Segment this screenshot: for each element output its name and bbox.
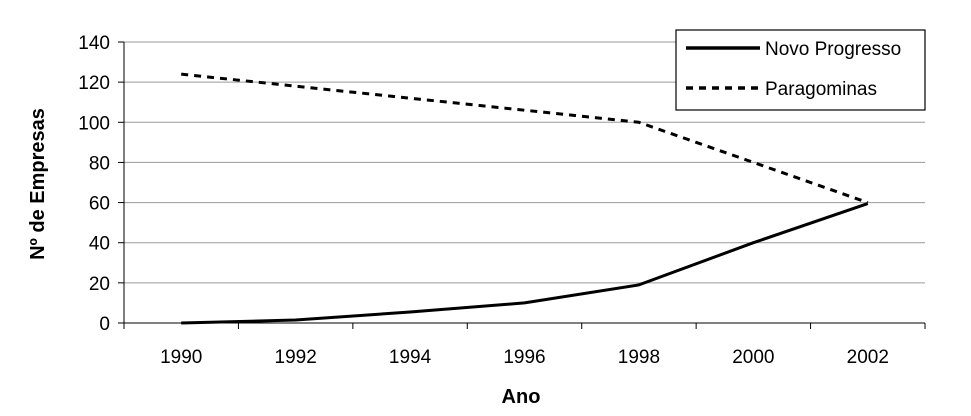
y-tick-label-80: 80 (89, 153, 110, 174)
x-axis-title: Ano (502, 386, 541, 408)
y-tick-label-100: 100 (78, 113, 110, 134)
gridlines (124, 41, 925, 284)
y-tick-labels: 0 20 40 60 80 100 120 140 (78, 33, 110, 335)
x-tick-label-2002: 2002 (847, 347, 889, 368)
legend-label-paragominas: Paragominas (765, 79, 877, 100)
y-tick-label-20: 20 (89, 274, 110, 295)
x-tick-label-1998: 1998 (618, 347, 660, 368)
y-tick-label-0: 0 (99, 314, 110, 335)
x-tick-label-1992: 1992 (275, 347, 317, 368)
series-line-novo-progresso (181, 202, 869, 325)
y-tick-label-140: 140 (78, 33, 110, 54)
y-tick-label-60: 60 (89, 194, 110, 215)
y-axis-title: Nº de Empresas (27, 108, 49, 260)
y-tick-label-120: 120 (78, 73, 110, 94)
axes (118, 41, 926, 329)
legend: Novo Progresso Paragominas (675, 29, 926, 111)
series-lines (181, 72, 869, 325)
legend-label-novo-progresso: Novo Progresso (765, 39, 901, 60)
x-tick-labels: 1990 1992 1994 1996 1998 2000 2002 (160, 347, 889, 368)
x-tick-label-1994: 1994 (389, 347, 432, 368)
x-tick-label-1990: 1990 (160, 347, 202, 368)
x-tick-label-1996: 1996 (503, 347, 545, 368)
legend-box (675, 29, 926, 111)
x-tick-label-2000: 2000 (732, 347, 774, 368)
y-tick-label-40: 40 (89, 234, 110, 255)
